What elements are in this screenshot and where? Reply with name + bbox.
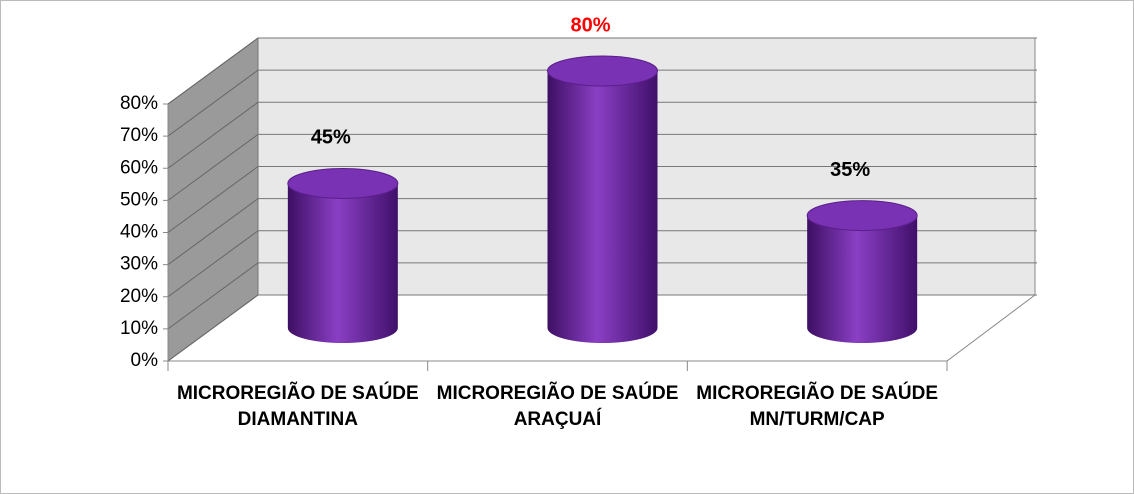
side-grid-line [167, 37, 259, 105]
x-tick-label: MICROREGIÃO DE SAÚDE DIAMANTINA [176, 383, 419, 430]
cylinder [806, 200, 918, 344]
y-tick-label: 60% [120, 157, 158, 178]
x-tick-label: MICROREGIÃO DE SAÚDE MN/TURM/CAP [696, 383, 939, 430]
data-label: 35% [830, 159, 870, 181]
cylinder-body [807, 215, 918, 344]
cylinder-top [547, 55, 658, 87]
side-grid-line [167, 133, 259, 201]
side-grid-line [167, 101, 259, 169]
cylinder-top [287, 167, 399, 199]
y-tick-label: 80% [120, 93, 158, 114]
y-tick-label: 70% [120, 125, 158, 146]
cylinder [287, 167, 399, 343]
y-tick-label: 20% [120, 286, 158, 307]
cylinder [547, 55, 658, 344]
y-tick-label: 30% [120, 254, 158, 275]
side-grid-line [167, 262, 259, 330]
cylinder-body [287, 183, 398, 343]
side-grid-line [167, 230, 259, 298]
data-label: 80% [570, 14, 610, 36]
cylinder-top [806, 200, 918, 232]
side-grid-line [167, 166, 259, 233]
side-grid-line [167, 69, 259, 137]
x-tick-label: MICROREGIÃO DE SAÚDE ARAÇUAÍ [436, 383, 679, 430]
y-tick-label: 40% [120, 222, 158, 243]
y-tick-label: 0% [131, 350, 159, 371]
y-tick-label: 50% [120, 189, 158, 210]
side-grid-line [167, 198, 259, 266]
cylinder-body [547, 71, 658, 344]
y-tick-label: 10% [120, 318, 158, 339]
side-grid-line [167, 294, 259, 362]
data-label: 45% [311, 127, 351, 149]
